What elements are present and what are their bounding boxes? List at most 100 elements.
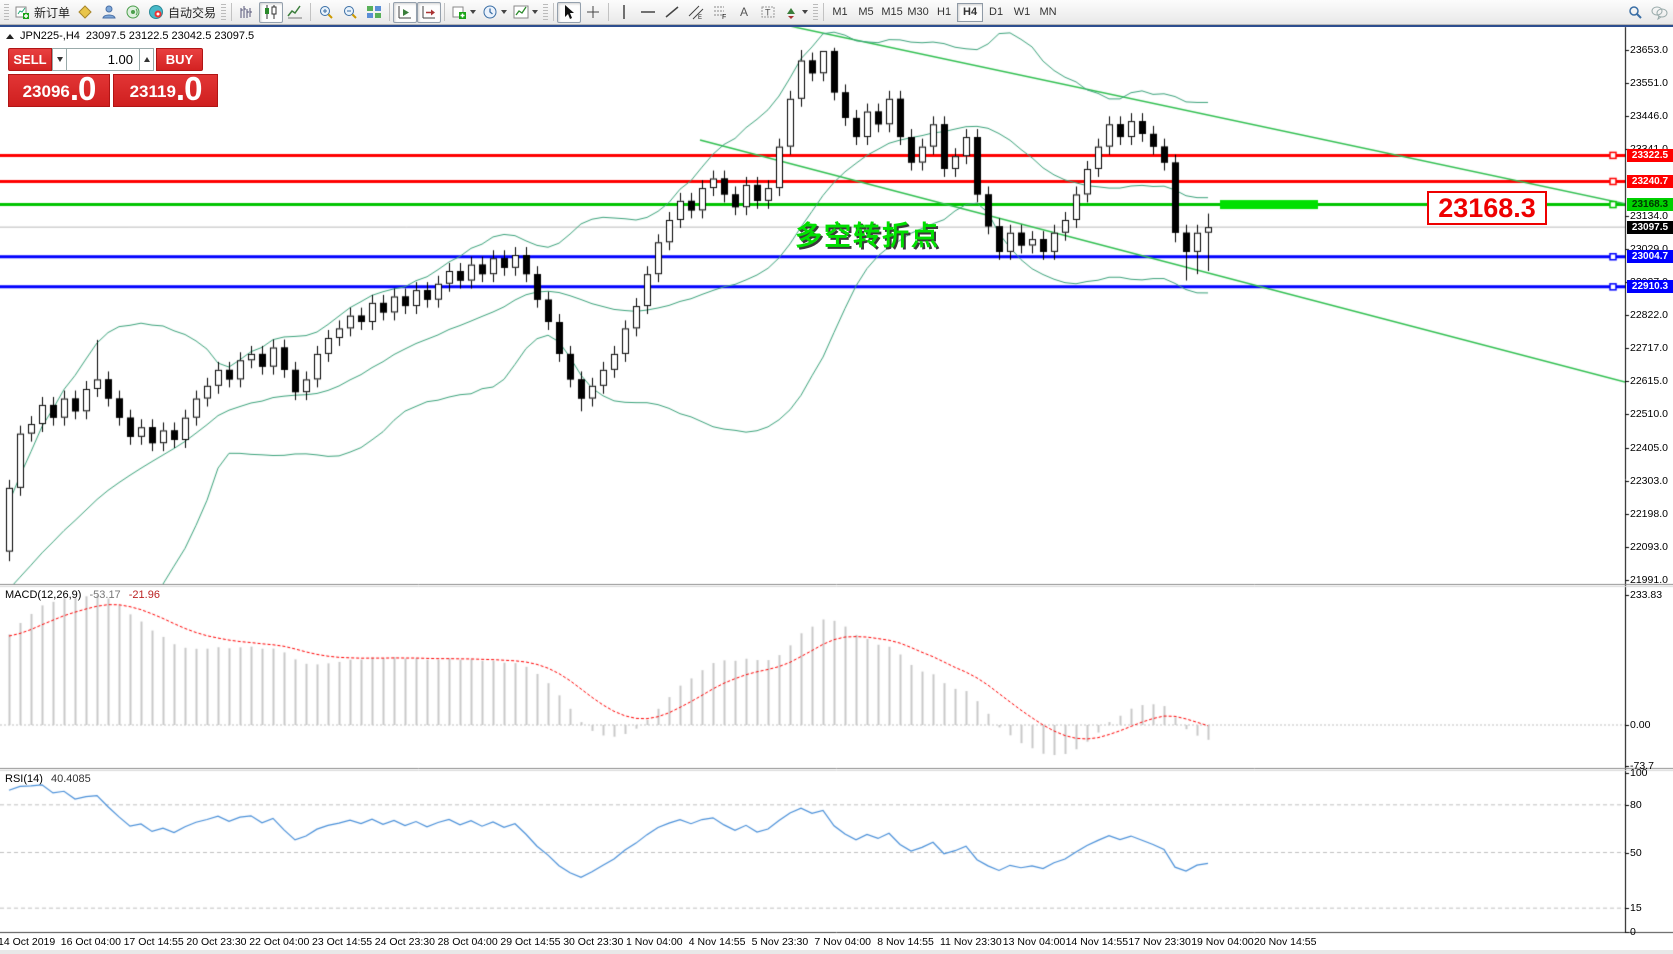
text-button[interactable]: A: [732, 2, 756, 23]
timeframe-h1[interactable]: H1: [937, 6, 952, 18]
indicators-icon: [513, 4, 529, 20]
buy-price-main: 23119: [129, 82, 176, 101]
date-label: 19 Nov 04:00: [1191, 936, 1254, 948]
bar-chart-button[interactable]: [235, 2, 259, 23]
macd-axis-label: -73.7: [1630, 759, 1654, 772]
account-button[interactable]: [97, 2, 121, 23]
trendline-button[interactable]: [660, 2, 684, 23]
indicators-button[interactable]: [510, 2, 541, 23]
timeframe-mn[interactable]: MN: [1039, 6, 1057, 18]
price-axis-label: 22717.0: [1630, 342, 1668, 355]
account-icon: [101, 4, 117, 20]
volume-decrease-button[interactable]: [52, 48, 67, 71]
price-axis-label: 23134.0: [1630, 209, 1668, 222]
timeframe-m30[interactable]: M30: [907, 6, 929, 18]
date-label: 14 Nov 14:55: [1065, 936, 1129, 948]
price-axis-label: 22822.0: [1630, 309, 1668, 321]
label-icon: T: [760, 4, 776, 20]
chart-shift-button[interactable]: [417, 1, 442, 23]
search-icon: [1627, 4, 1643, 20]
candlestick-chart-button[interactable]: [259, 1, 284, 23]
line-chart-icon: [287, 4, 303, 20]
sell-button[interactable]: SELL: [8, 48, 52, 71]
toolbar: 新订单 自动交易: [0, 0, 1673, 25]
auto-scroll-button[interactable]: [393, 1, 418, 23]
chart-symbol: JPN225-,H4: [20, 30, 80, 42]
date-label: 5 Nov 23:30: [751, 936, 809, 948]
buy-price-frac: .0: [175, 70, 203, 107]
volume-increase-button[interactable]: [139, 48, 154, 71]
tile-windows-icon: [366, 4, 382, 20]
bar-chart-icon: [239, 4, 255, 20]
price-axis-label: 22198.0: [1630, 507, 1668, 520]
zoom-out-button[interactable]: [338, 2, 362, 23]
macd-signal-value: -21.96: [128, 589, 160, 601]
vertical-line-icon: [616, 4, 632, 20]
buy-button[interactable]: BUY: [156, 48, 203, 71]
timeframe-group: M1 M5 M15 M30 H1 H4 D1 W1 MN: [827, 2, 1061, 22]
auto-scroll-icon: [397, 4, 413, 20]
level-price-annotation[interactable]: 23168.3: [1427, 191, 1547, 225]
arrows-icon: [783, 4, 799, 20]
chart-header: JPN225-,H4 23097.5 23122.5 23042.5 23097…: [6, 30, 260, 42]
arrows-button[interactable]: [780, 2, 811, 23]
zoom-in-button[interactable]: [314, 2, 338, 23]
buy-price[interactable]: 23119 .0: [113, 70, 218, 107]
volume-input[interactable]: [67, 48, 139, 71]
chevron-down-icon: [802, 10, 809, 14]
date-label: 17 Oct 14:55: [123, 936, 184, 948]
macd-label: MACD(12,26,9): [5, 589, 82, 601]
price-axis-label: 22303.0: [1630, 474, 1668, 487]
date-label: 7 Nov 04:00: [814, 936, 872, 948]
rsi-axis-label: 15: [1630, 902, 1642, 915]
crosshair-button[interactable]: [581, 2, 605, 23]
timeframe-d1[interactable]: D1: [989, 6, 1004, 18]
new-order-button[interactable]: 新订单: [11, 2, 73, 23]
cursor-button[interactable]: [557, 1, 582, 23]
auto-trading-button[interactable]: 自动交易: [145, 2, 219, 23]
fibonacci-icon: F: [712, 4, 728, 20]
chevron-down-icon: [56, 57, 63, 62]
signals-button[interactable]: [121, 2, 145, 23]
tile-windows-button[interactable]: [362, 2, 386, 23]
new-chart-button[interactable]: [448, 2, 479, 23]
collapse-chart-icon[interactable]: [6, 33, 14, 39]
label-button[interactable]: T: [756, 2, 780, 23]
price-axis-label: 22615.0: [1630, 375, 1668, 387]
date-label: 29 Oct 14:55: [500, 936, 561, 948]
timeframe-w1[interactable]: W1: [1013, 6, 1031, 18]
rsi-axis-label: 50: [1630, 846, 1642, 859]
timeframe-m1[interactable]: M1: [832, 6, 848, 18]
date-label: 20 Nov 14:55: [1254, 936, 1317, 948]
crosshair-icon: [585, 4, 601, 20]
turning-point-annotation[interactable]: 多空转折点: [795, 221, 940, 251]
line-chart-button[interactable]: [283, 2, 307, 23]
rsi-axis-label: 80: [1630, 798, 1642, 811]
price-axis-label: 21991.0: [1630, 574, 1668, 586]
date-label: 28 Oct 04:00: [437, 936, 498, 948]
timeframe-m5[interactable]: M5: [858, 6, 874, 18]
new-order-label: 新订单: [34, 5, 71, 20]
horizontal-line-button[interactable]: [636, 2, 660, 23]
price-axis-label: 23653.0: [1630, 44, 1668, 56]
one-click-trading-panel: SELL BUY 23096 .0 23119 .0: [8, 48, 220, 107]
date-label: 16 Oct 04:00: [60, 936, 121, 948]
price-level-label: 23004.7: [1627, 250, 1673, 264]
channel-button[interactable]: E: [684, 2, 708, 23]
rsi-label: RSI(14): [5, 773, 43, 785]
search-button[interactable]: [1623, 2, 1647, 23]
profiles-button[interactable]: [479, 2, 510, 23]
toolbar-drag-handle[interactable]: [4, 4, 9, 20]
date-label: 13 Nov 04:00: [1002, 936, 1066, 948]
date-label: 11 Nov 23:30: [940, 936, 1002, 948]
history-button[interactable]: [73, 2, 97, 23]
timeframe-m15[interactable]: M15: [881, 6, 903, 18]
timeframe-h4[interactable]: H4: [957, 2, 984, 22]
macd-title: MACD(12,26,9) -53.17 -21.96: [5, 589, 160, 601]
vertical-line-button[interactable]: [612, 2, 636, 23]
sell-price[interactable]: 23096 .0: [8, 72, 110, 107]
fibonacci-button[interactable]: F: [708, 2, 732, 23]
chat-button[interactable]: [1647, 2, 1671, 23]
